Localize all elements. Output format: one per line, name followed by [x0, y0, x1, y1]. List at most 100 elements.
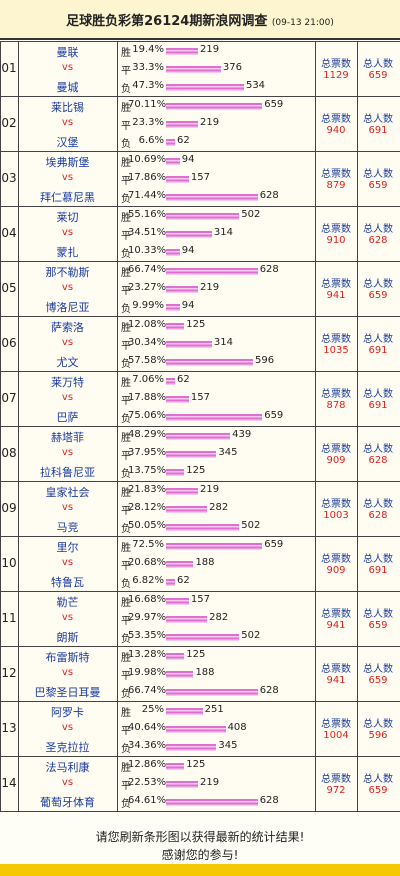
votes: 878 [326, 400, 346, 411]
outcome-label: 平 [121, 121, 131, 132]
percent: 6.6% [138, 135, 164, 146]
match-no: 06 [1, 336, 17, 350]
votes: 909 [326, 565, 346, 576]
bar [166, 268, 258, 275]
people: 691 [368, 125, 388, 136]
count: 345 [218, 740, 238, 751]
votes-label: 总票数 [321, 609, 351, 620]
count: 502 [241, 520, 261, 531]
home-team: 埃弗斯堡 [45, 156, 90, 169]
cell [357, 316, 400, 372]
votes-label: 总票数 [321, 719, 351, 730]
count: 94 [181, 245, 195, 256]
match-no: 14 [1, 776, 17, 790]
votes-label: 总票数 [321, 664, 351, 675]
votes-label: 总票数 [321, 279, 351, 290]
votes: 1004 [323, 730, 349, 741]
bar [166, 561, 194, 568]
count: 659 [264, 539, 284, 550]
vs: vs [61, 227, 74, 238]
away-team: 尤文 [56, 356, 79, 369]
outcome-label: 负 [121, 524, 131, 535]
home-team: 布雷斯特 [45, 651, 90, 664]
people: 691 [368, 400, 388, 411]
bar [166, 689, 258, 696]
percent: 70.11% [128, 99, 167, 110]
home-team: 皇家社会 [45, 486, 90, 499]
percent: 12.86% [128, 759, 167, 770]
cell [18, 481, 119, 537]
home-team: 曼联 [56, 46, 79, 59]
away-team: 曼城 [56, 81, 79, 94]
bar [166, 103, 263, 110]
home-team: 赫塔菲 [51, 431, 84, 444]
outcome-label: 负 [121, 799, 131, 810]
count: 188 [195, 667, 215, 678]
percent: 23.27% [128, 282, 167, 293]
count: 659 [264, 99, 284, 110]
percent: 28.12% [128, 502, 167, 513]
count: 628 [259, 190, 279, 201]
bar [166, 763, 185, 770]
header [0, 0, 400, 40]
count: 219 [199, 282, 220, 293]
title: 足球胜负彩第26124期新浪网调查 (09-13 21:00) [0, 10, 400, 29]
votes: 940 [326, 125, 346, 136]
count: 125 [186, 649, 206, 660]
votes-label: 总票数 [321, 444, 351, 455]
match-no: 09 [1, 501, 17, 515]
vs: vs [61, 172, 74, 183]
match-no: 12 [1, 666, 17, 680]
outcome-label: 负 [121, 579, 131, 590]
bar [166, 671, 194, 678]
count: 534 [245, 80, 266, 91]
percent: 72.5% [132, 539, 164, 550]
outcome-label: 平 [121, 671, 131, 682]
count: 219 [199, 484, 220, 495]
votes: 879 [326, 180, 346, 191]
home-team: 阿罗卡 [51, 706, 84, 719]
bar [166, 359, 254, 366]
match-no: 05 [1, 281, 17, 295]
outcome-label: 负 [121, 469, 131, 480]
outcome-label: 负 [121, 249, 131, 260]
percent: 7.06% [132, 374, 164, 385]
outcome-label: 负 [121, 304, 131, 315]
count: 628 [259, 795, 279, 806]
bar [166, 323, 185, 330]
votes-label: 总票数 [321, 554, 351, 565]
outcome-label: 平 [121, 616, 131, 627]
percent: 19.4% [132, 44, 164, 55]
votes: 941 [326, 290, 346, 301]
away-team: 拉科鲁尼亚 [40, 466, 95, 479]
percent: 33.3% [132, 62, 164, 73]
bar [166, 139, 176, 146]
votes-label: 总票数 [321, 389, 351, 400]
home-team: 萨索洛 [51, 321, 84, 334]
vs: vs [61, 282, 74, 293]
cell [315, 151, 359, 207]
away-team: 特鲁瓦 [51, 576, 84, 589]
votes-label: 总票数 [321, 114, 351, 125]
cell [357, 481, 400, 537]
bar [166, 616, 208, 623]
people: 659 [368, 785, 388, 796]
bar [166, 598, 189, 605]
cell [357, 536, 400, 592]
away-team: 巴黎圣日耳曼 [34, 686, 101, 699]
percent: 40.64% [128, 722, 167, 733]
percent: 37.95% [128, 447, 167, 458]
outcome-label: 负 [121, 139, 131, 150]
percent: 64.61% [128, 795, 167, 806]
away-team: 朗斯 [56, 631, 79, 644]
vs: vs [61, 392, 74, 403]
outcome-label: 负 [121, 689, 131, 700]
votes-label: 总票数 [321, 774, 351, 785]
count: 62 [177, 374, 190, 385]
percent: 55.16% [128, 209, 167, 220]
people-label: 总人数 [363, 59, 393, 70]
people: 659 [368, 290, 388, 301]
count: 157 [190, 594, 211, 605]
away-team: 博洛尼亚 [45, 301, 90, 314]
outcome-label: 平 [121, 451, 131, 462]
